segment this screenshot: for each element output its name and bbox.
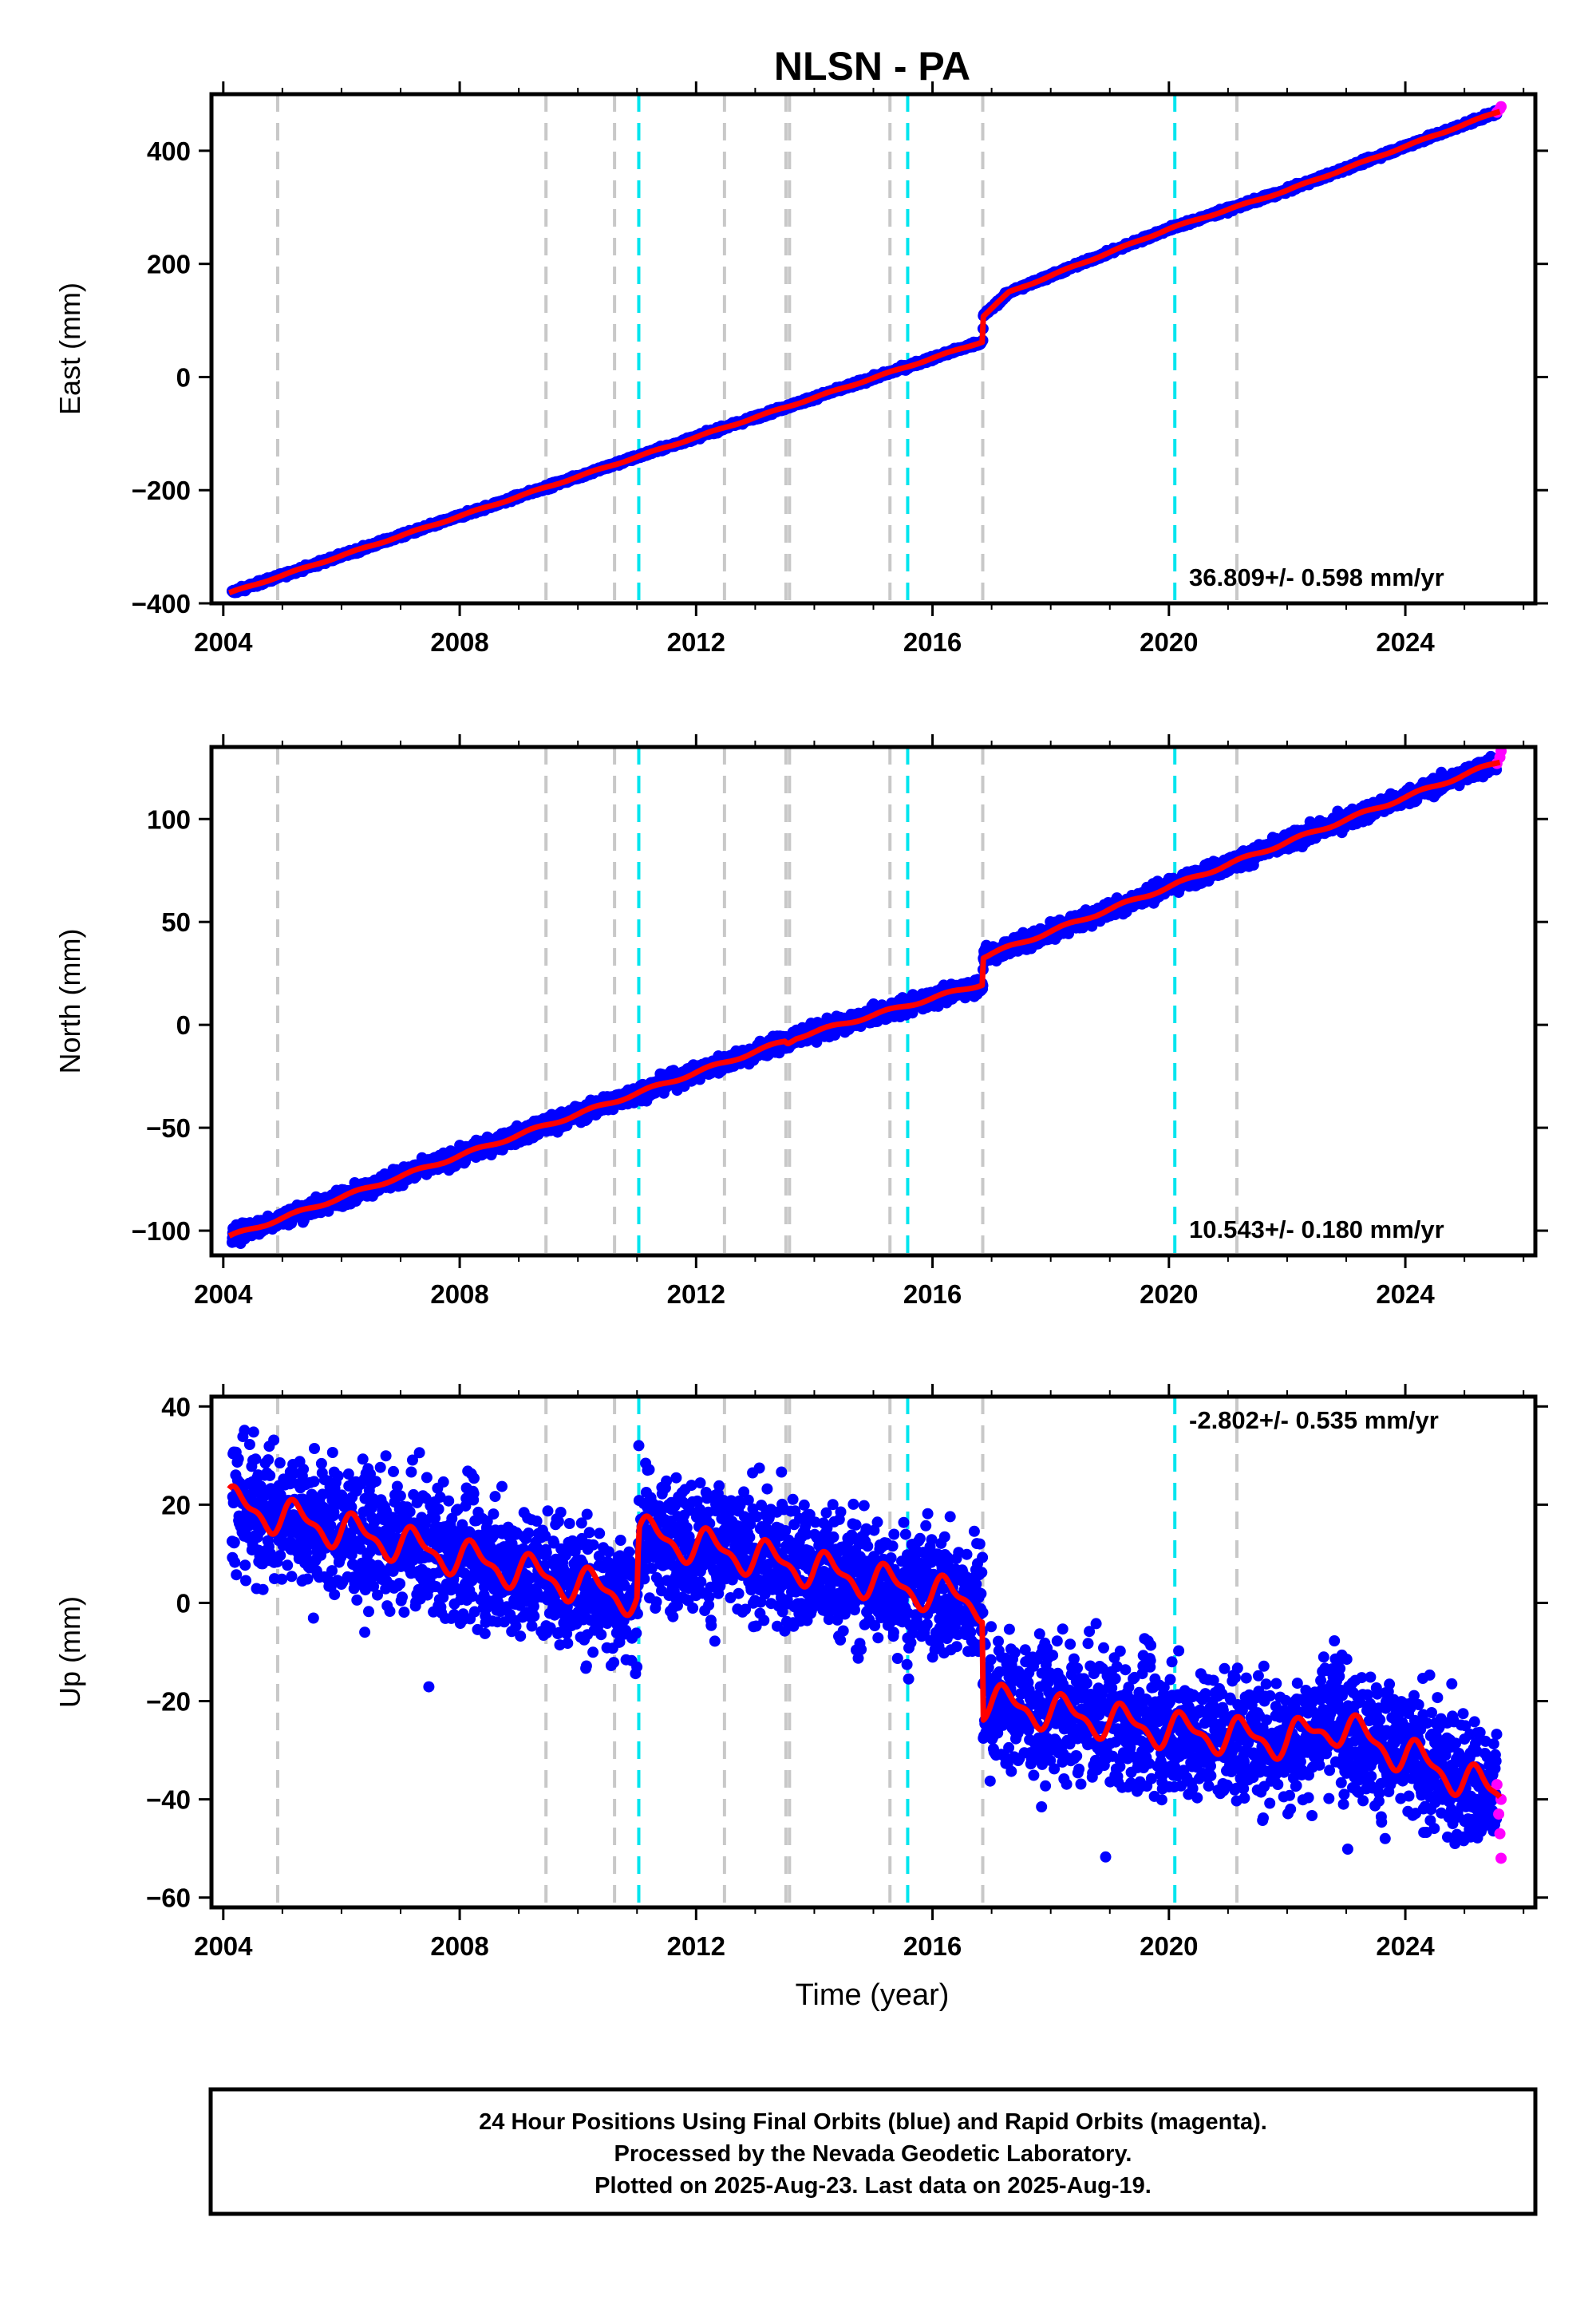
x-tick-label: 2004 [194, 627, 253, 657]
x-tick-label: 2008 [430, 627, 488, 657]
plot-area [226, 94, 1507, 603]
x-tick-label: 2020 [1140, 627, 1198, 657]
chart-title: NLSN - PA [774, 44, 970, 89]
y-tick-label: 0 [176, 362, 191, 392]
panel-2: 2004 2008 2012 2016 2020 2024−100−50050100Nor… [53, 734, 1548, 1309]
y-tick-label: 400 [147, 136, 191, 166]
y-tick-label: −400 [132, 589, 191, 619]
final-orbit-points [226, 750, 1503, 1249]
x-tick-label: 2012 [667, 627, 725, 657]
y-axis-label: East (mm) [53, 283, 86, 415]
y-tick-label: −200 [132, 476, 191, 505]
model-line [227, 109, 1502, 596]
panels: 2004 2008 2012 2016 2020 2024 −400 −200 0 200 400 E… [53, 81, 1548, 1961]
y-tick-label: 200 [147, 250, 191, 279]
x-tick-label: 2024 [1376, 627, 1435, 657]
rate-annotation: 36.809+/- 0.598 mm/yr [1189, 563, 1444, 591]
x-tick-label: 2016 [903, 627, 962, 657]
plot-area [226, 747, 1507, 1255]
panel-1: 2004 2008 2012 2016 2020 2024 −400 −200 0 200 400 E… [53, 81, 1548, 657]
